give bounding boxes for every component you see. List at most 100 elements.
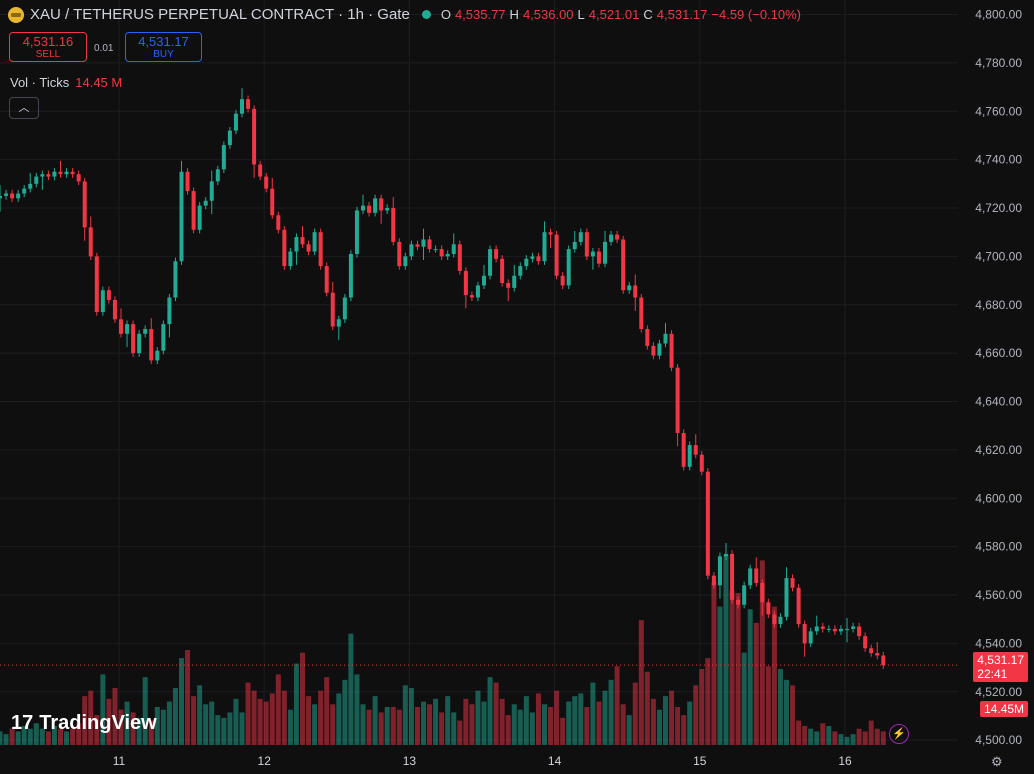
price-axis[interactable]: 4,800.00 4,780.00 4,760.00 4,740.00 4,720.00… — [975, 8, 1022, 748]
spread-value: 0.01 — [94, 43, 114, 54]
candle-body — [70, 171, 75, 175]
volume-bar — [58, 728, 63, 745]
volume-bar — [154, 707, 160, 745]
candle-body — [367, 205, 372, 213]
candle-body — [167, 297, 172, 325]
volume-bar — [402, 685, 408, 745]
volume-bar — [433, 698, 439, 745]
candle-body — [875, 653, 880, 656]
candle-body — [475, 285, 480, 298]
candle-body — [687, 445, 692, 467]
volume-bar — [602, 690, 608, 745]
volume-bar — [203, 704, 209, 745]
volume-bar — [620, 704, 626, 745]
volume-bar — [142, 677, 148, 745]
lightning-icon[interactable]: ⚡ — [889, 724, 909, 744]
candle-body — [451, 244, 456, 254]
volume-bar — [215, 715, 221, 745]
volume-bar — [644, 671, 650, 745]
volume-bar — [487, 677, 493, 745]
volume-bar — [148, 720, 154, 745]
volume-bar — [45, 731, 51, 745]
volume-bar — [191, 696, 197, 745]
candle-body — [639, 297, 644, 329]
candle-body — [300, 237, 305, 245]
volume-bar — [390, 707, 396, 745]
volume-bar — [826, 726, 832, 745]
candle-body — [288, 251, 293, 267]
candle-body — [391, 208, 396, 242]
market-status-icon — [421, 10, 431, 19]
volume-bar — [669, 690, 675, 745]
volume-bar — [796, 720, 802, 745]
buy-label: BUY — [153, 49, 174, 60]
volume-bar — [209, 701, 215, 745]
candle-body — [845, 628, 849, 630]
candle-body — [826, 628, 831, 630]
candle-body — [397, 241, 402, 267]
collapse-legend-button[interactable]: ︿ — [9, 97, 39, 119]
volume-bar — [717, 606, 723, 745]
candle-body — [348, 253, 353, 298]
candle-body — [851, 626, 856, 629]
gear-icon[interactable]: ⚙ — [991, 754, 1003, 769]
volume-bar — [777, 669, 783, 745]
volume-bar — [475, 690, 481, 745]
volume-bar — [21, 726, 27, 745]
time-axis[interactable]: 11 12 13 14 15 16 — [113, 754, 852, 768]
volume-legend[interactable]: Vol · Ticks 14.45 M — [10, 75, 122, 90]
candle-body — [838, 628, 843, 632]
candle-body — [560, 275, 565, 286]
candle-body — [10, 193, 15, 199]
volume-bar — [70, 728, 76, 745]
volume-bar — [82, 696, 88, 745]
volume-bar — [185, 650, 191, 745]
candle-body — [693, 445, 698, 455]
candle-body — [119, 319, 123, 334]
volume-bar — [608, 679, 614, 745]
candle-body — [361, 205, 365, 211]
candle-body — [16, 193, 21, 199]
volume-bar — [874, 728, 880, 745]
volume-bar — [378, 712, 384, 745]
candle-body — [494, 249, 499, 259]
volume-bar — [656, 709, 662, 745]
candle-body — [354, 210, 359, 254]
candle-body — [615, 234, 620, 240]
y-tick-label: 4,500.00 — [975, 733, 1022, 747]
symbol-title[interactable]: XAU / TETHERUS PERPETUAL CONTRACT · 1h ·… — [30, 6, 410, 23]
volume-bar — [687, 701, 693, 745]
tradingview-logo[interactable]: 17 TradingView — [11, 712, 157, 735]
candle-body — [125, 324, 130, 334]
volume-bar — [372, 696, 378, 745]
high-value: 4,536.00 — [522, 7, 574, 22]
sell-button[interactable]: 4,531.16 SELL — [9, 32, 87, 62]
candle-body — [663, 333, 668, 344]
volume-bar — [735, 593, 741, 745]
candle-body — [131, 324, 136, 354]
candle-body — [681, 432, 686, 467]
candle-body — [22, 188, 27, 194]
volume-bar — [753, 622, 759, 745]
candle-body — [270, 188, 275, 216]
volume-bar — [626, 715, 632, 745]
buy-button[interactable]: 4,531.17 BUY — [125, 32, 202, 62]
volume-bar — [765, 666, 771, 745]
volume-bar — [650, 698, 656, 745]
volume-bar — [330, 704, 336, 745]
volume-bar — [233, 698, 239, 745]
candle-body — [488, 249, 493, 276]
candle-body — [621, 239, 626, 291]
last-price-value: 4,531.17 — [977, 653, 1024, 667]
candle-body — [373, 198, 378, 213]
y-tick-label: 4,620.00 — [975, 443, 1022, 457]
candle-body — [754, 568, 759, 583]
volume-bar — [548, 707, 554, 745]
candle-body — [264, 176, 269, 189]
candle-body — [766, 602, 771, 615]
candle-body — [869, 648, 874, 654]
candle-body — [100, 290, 105, 313]
volume-bar — [318, 690, 324, 745]
candle-body — [294, 237, 299, 252]
